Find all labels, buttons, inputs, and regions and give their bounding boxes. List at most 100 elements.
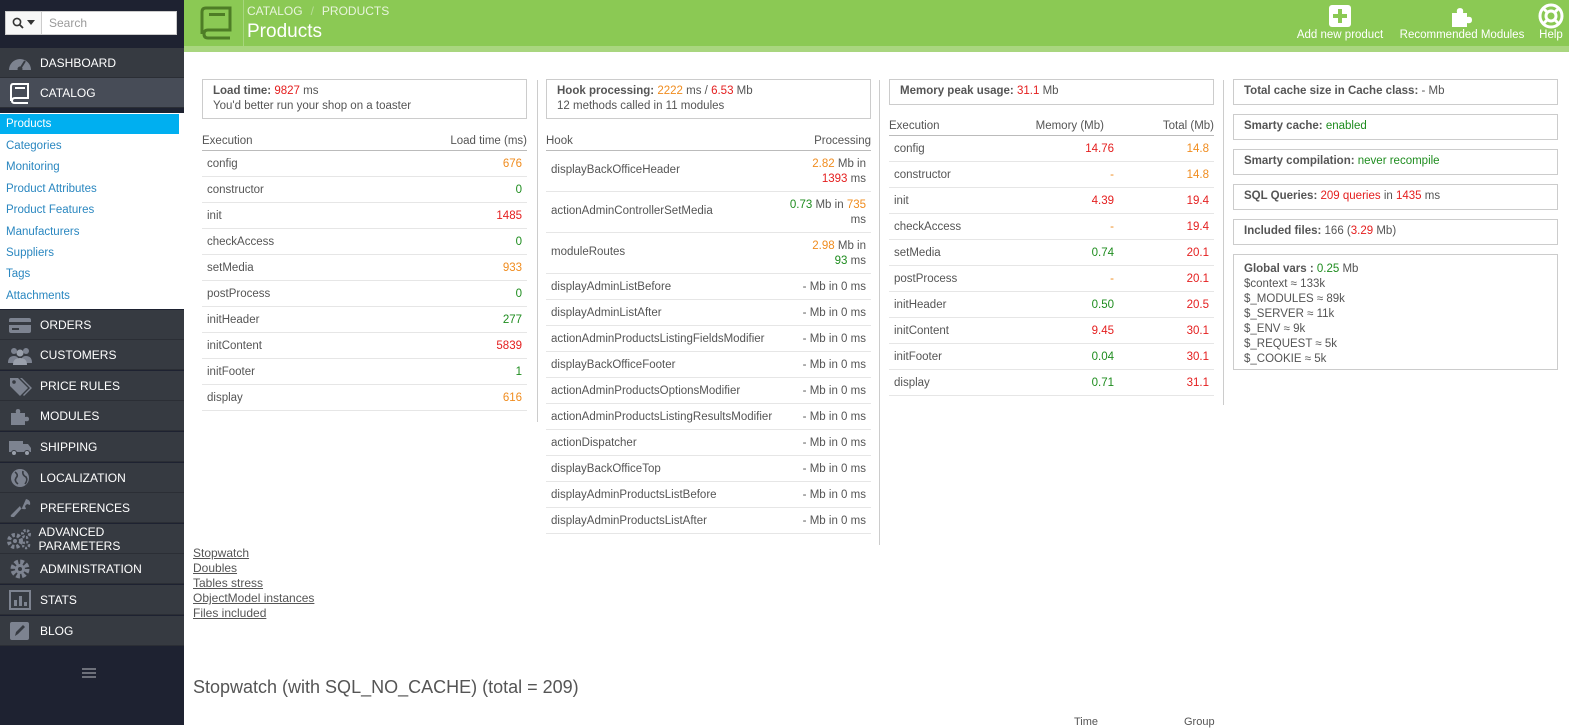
hook-processing: - Mb in 0 ms: [803, 359, 866, 371]
memory-step-name: initHeader: [894, 299, 947, 311]
execution-step-load-time: 277: [502, 314, 522, 326]
book-icon: [198, 6, 234, 40]
hook-memory-unit: Mb: [809, 489, 826, 501]
hook-processing: - Mb in 0 ms: [803, 437, 866, 449]
sql-queries-count: 209 queries: [1320, 190, 1381, 202]
global-var-context: $context ≈ 133k: [1244, 278, 1326, 290]
nav-advanced-parameters-label: ADVANCED PARAMETERS: [38, 524, 121, 553]
execution-step-name: initHeader: [207, 314, 260, 326]
link-stopwatch[interactable]: Stopwatch: [193, 546, 250, 560]
memory-step-total: 19.4: [1186, 221, 1209, 233]
submenu-product-attributes[interactable]: Product Attributes: [6, 183, 97, 195]
hook-in-word: in: [828, 463, 838, 475]
nav-advanced-parameters[interactable]: ADVANCED PARAMETERS: [0, 524, 184, 554]
users-icon: [0, 340, 40, 370]
smarty-compilation-label: Smarty compilation:: [1244, 155, 1355, 167]
link-objectmodel-instances[interactable]: ObjectModel instances: [193, 591, 315, 605]
help-button[interactable]: Help: [1534, 3, 1568, 43]
add-new-product-button[interactable]: Add new product: [1295, 3, 1385, 43]
nav-localization[interactable]: LOCALIZATION: [0, 463, 184, 493]
sql-queries-unit: ms: [1424, 190, 1441, 202]
hook-processing-label: Hook processing:: [557, 85, 655, 97]
hook-name: displayBackOfficeHeader: [551, 164, 680, 176]
memory-peak-value: 31.1: [1016, 85, 1040, 97]
breadcrumb-catalog[interactable]: CATALOG: [247, 4, 303, 18]
submenu-monitoring[interactable]: Monitoring: [6, 161, 60, 173]
plus-square-icon: [1295, 3, 1385, 29]
link-tables-stress[interactable]: Tables stress: [193, 576, 264, 590]
submenu-tags[interactable]: Tags: [6, 268, 31, 280]
submenu-attachments[interactable]: Attachments: [6, 290, 70, 302]
breadcrumb: CATALOG / PRODUCTS: [247, 4, 389, 18]
memory-col-header: Memory (Mb): [1035, 120, 1104, 132]
hook-in-word: in: [828, 515, 838, 527]
execution-table-header: Execution Load time (ms): [202, 129, 527, 151]
hook-memory-unit: Mb: [809, 437, 826, 449]
table-row: setMedia 933: [202, 255, 527, 281]
hook-in-word: in: [828, 333, 838, 345]
submenu-product-features[interactable]: Product Features: [6, 204, 95, 216]
execution-step-name: initContent: [207, 340, 262, 352]
breadcrumb-products[interactable]: PRODUCTS: [321, 4, 390, 18]
table-row: setMedia 0.74 20.1: [889, 240, 1214, 266]
hook-memory-value: -: [802, 515, 807, 527]
sql-queries-ms: 1435: [1395, 190, 1422, 202]
nav-stats[interactable]: STATS: [0, 585, 184, 615]
hook-time-unit: ms: [850, 307, 866, 319]
hook-name: displayAdminProductsListAfter: [551, 515, 707, 527]
execution-table: Execution Load time (ms) config 676 constr…: [202, 129, 527, 411]
link-files-included[interactable]: Files included: [193, 606, 267, 620]
nav-orders[interactable]: ORDERS: [0, 310, 184, 340]
hook-processing-box: Hook processing: 2222 ms / 6.53 Mb 12 me…: [546, 79, 871, 119]
nav-stats-label: STATS: [40, 592, 77, 607]
hook-time-value: 0: [841, 463, 848, 475]
hook-memory-unit: Mb: [809, 411, 826, 423]
nav-catalog[interactable]: CATALOG: [0, 78, 184, 108]
nav-dashboard[interactable]: DASHBOARD: [0, 48, 184, 78]
truck-icon: [0, 432, 40, 462]
nav-blog[interactable]: BLOG: [0, 616, 184, 646]
memory-step-name: checkAccess: [894, 221, 962, 233]
nav-preferences[interactable]: PREFERENCES: [0, 493, 184, 523]
submenu-products[interactable]: Products: [0, 114, 179, 134]
submenu-manufacturers[interactable]: Manufacturers: [6, 226, 80, 238]
nav-customers-label: CUSTOMERS: [40, 347, 117, 362]
sidebar-collapse-toggle[interactable]: [82, 668, 96, 680]
recommended-modules-button[interactable]: Recommended Modules: [1397, 3, 1527, 43]
nav-modules[interactable]: MODULES: [0, 401, 184, 431]
hook-name: actionAdminProductsListingFieldsModifier: [551, 333, 765, 345]
search-type-button[interactable]: [6, 12, 42, 34]
nav-shipping[interactable]: SHIPPING: [0, 432, 184, 462]
submenu-suppliers[interactable]: Suppliers: [6, 247, 54, 259]
puzzle-icon: [0, 401, 40, 431]
link-doubles[interactable]: Doubles: [193, 561, 238, 575]
hook-memory-value: 0.73: [789, 199, 813, 211]
hook-memory-value: -: [802, 489, 807, 501]
page-title: Products: [247, 21, 322, 42]
nav-price-rules[interactable]: PRICE RULES: [0, 371, 184, 401]
search-input[interactable]: [43, 12, 176, 34]
table-row: actionAdminProductsOptionsModifier - Mb i…: [546, 378, 871, 404]
hook-memory-unit: Mb: [809, 463, 826, 475]
load-time-value: 9827: [274, 85, 300, 97]
nav-administration[interactable]: ADMINISTRATION: [0, 554, 184, 584]
hook-name: displayAdminListBefore: [551, 281, 672, 293]
table-row: actionDispatcher - Mb in 0 ms: [546, 430, 871, 456]
hook-time-unit: ms: [850, 463, 866, 475]
execution-step-load-time: 1: [515, 366, 522, 378]
hook-time-unit: ms: [850, 489, 866, 501]
table-row: display 0.71 31.1: [889, 370, 1214, 396]
pencil-icon: [0, 616, 40, 646]
hook-name: actionAdminProductsOptionsModifier: [551, 385, 741, 397]
submenu-categories[interactable]: Categories: [6, 140, 62, 152]
execution-step-load-time: 0: [515, 236, 522, 248]
nav-shipping-label: SHIPPING: [40, 439, 98, 454]
search-bar: [5, 11, 177, 35]
memory-peak-box: Memory peak usage: 31.1 Mb: [889, 79, 1214, 105]
memory-step-total: 20.1: [1186, 273, 1209, 285]
hook-processing: - Mb in 0 ms: [803, 333, 866, 345]
nav-customers[interactable]: CUSTOMERS: [0, 340, 184, 370]
smarty-compilation-value: never recompile: [1357, 155, 1440, 167]
hook-in-word: in: [828, 411, 838, 423]
smarty-cache-value: enabled: [1325, 120, 1367, 132]
